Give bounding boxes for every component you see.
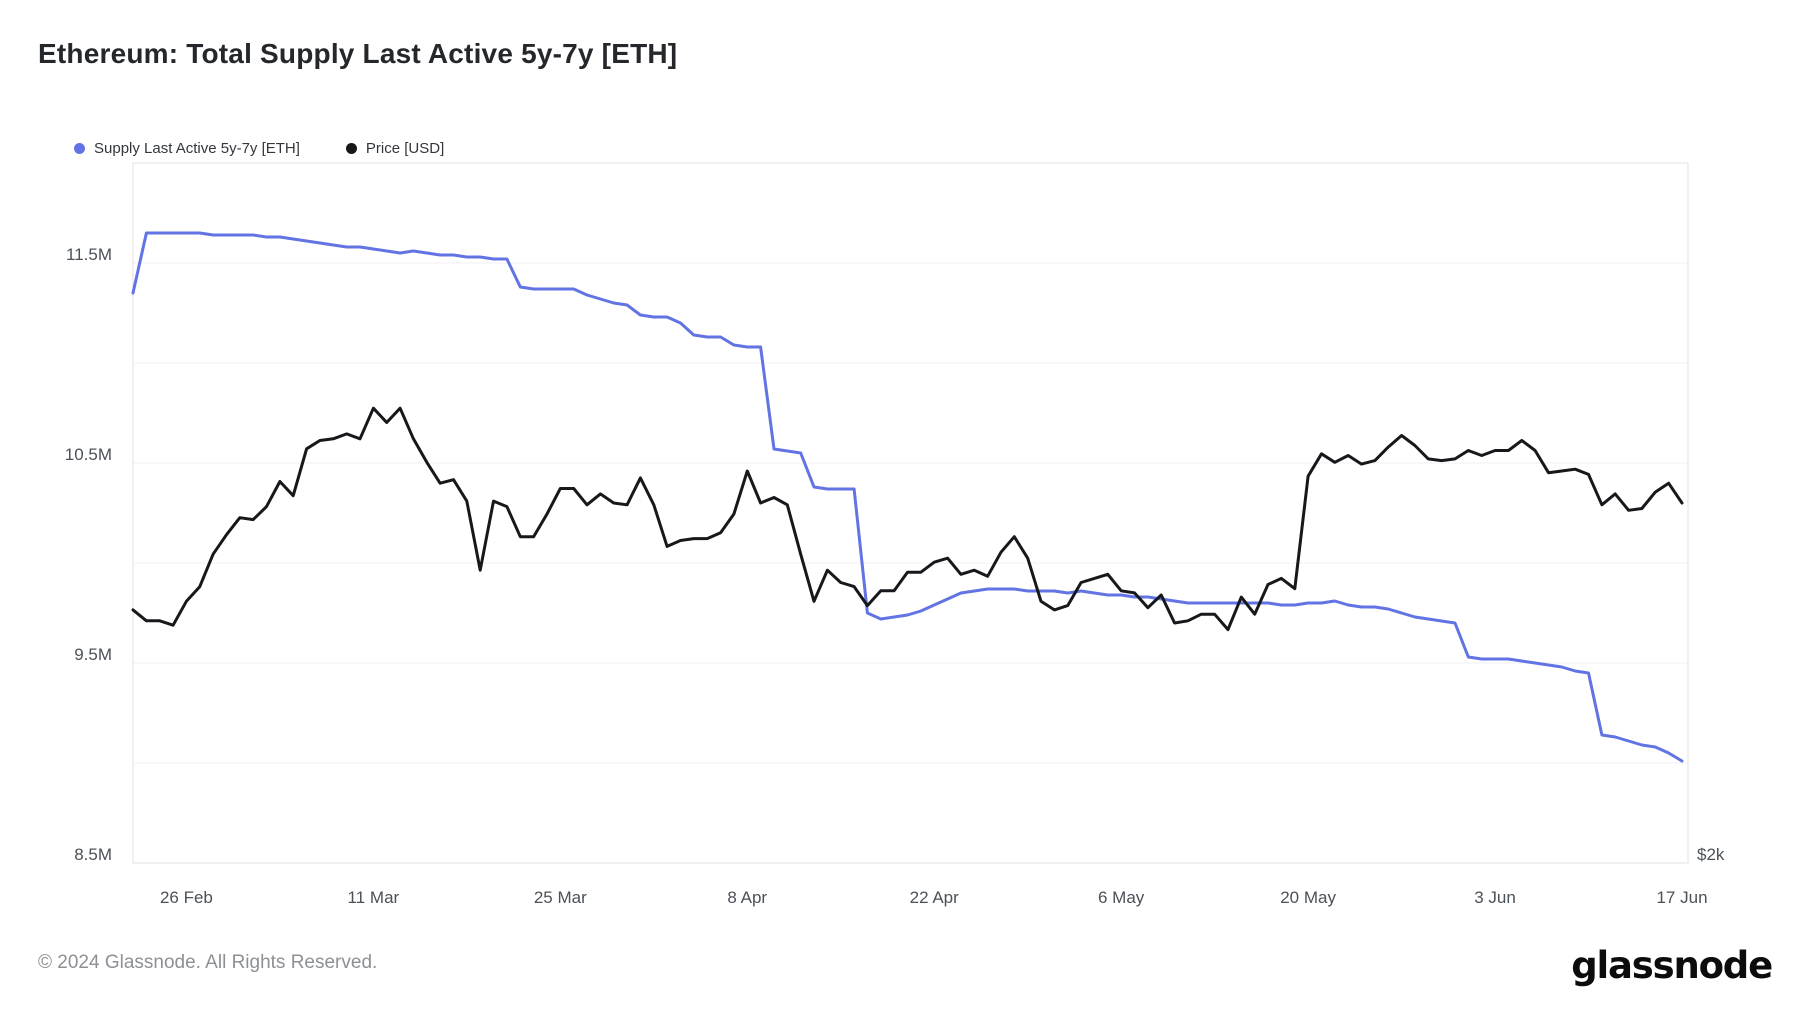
legend-item-supply[interactable]: Supply Last Active 5y-7y [ETH] xyxy=(74,140,300,157)
y-tick-label: 10.5M xyxy=(64,445,112,464)
legend-label-price: Price [USD] xyxy=(365,140,445,157)
price-line xyxy=(131,406,1684,632)
x-tick-label: 11 Mar xyxy=(347,888,400,907)
x-tick-label: 26 Feb xyxy=(159,888,213,907)
legend-item-price[interactable]: Price [USD] xyxy=(345,140,445,157)
price-series-dot-icon xyxy=(345,143,357,154)
supply-series-dot-icon xyxy=(74,143,85,154)
x-tick-label: 25 Mar xyxy=(533,888,587,907)
x-tick-label: 8 Apr xyxy=(727,888,768,907)
legend: Supply Last Active 5y-7y [ETH] Price [US… xyxy=(74,140,444,157)
y-tick-label: 9.5M xyxy=(74,645,112,664)
x-tick-label: 22 Apr xyxy=(909,888,959,907)
right-tick-label: $2k xyxy=(1697,845,1725,864)
y-tick-label: 11.5M xyxy=(66,245,112,264)
page-title: Ethereum: Total Supply Last Active 5y-7y… xyxy=(38,38,678,69)
glassnode-logo: glassnode xyxy=(1571,944,1773,987)
x-tick-label: 20 May xyxy=(1280,888,1336,907)
supply-line xyxy=(131,231,1684,763)
y-tick-label: 8.5M xyxy=(74,845,112,864)
x-tick-label: 17 Jun xyxy=(1656,888,1708,907)
legend-label-supply: Supply Last Active 5y-7y [ETH] xyxy=(94,140,300,157)
plot-border xyxy=(132,162,1689,864)
copyright-text: © 2024 Glassnode. All Rights Reserved. xyxy=(38,952,378,973)
x-tick-label: 6 May xyxy=(1097,888,1145,907)
x-tick-label: 3 Jun xyxy=(1474,888,1516,907)
